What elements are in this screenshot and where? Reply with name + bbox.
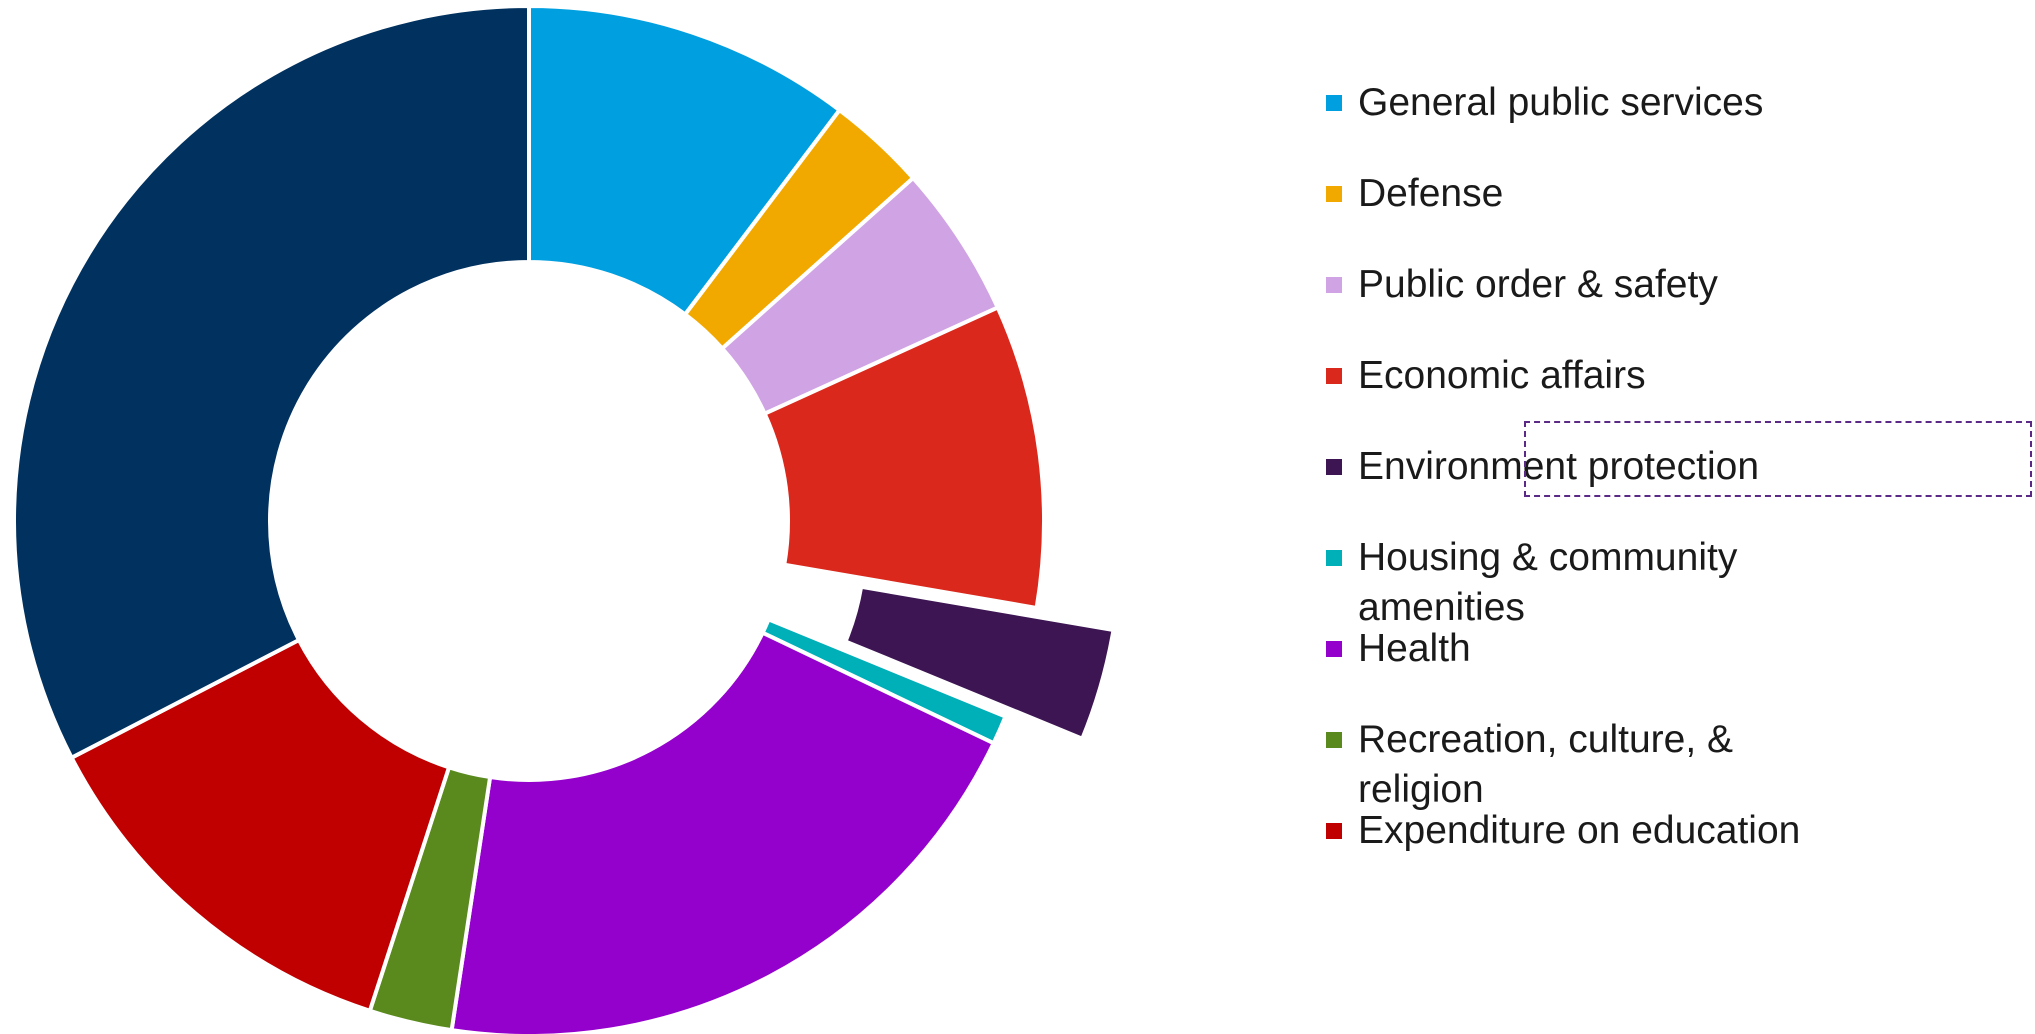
donut-slice-economic-affairs <box>762 305 1046 610</box>
legend-label: General public services <box>1358 81 1764 124</box>
legend-swatch <box>1326 368 1342 384</box>
legend-swatch <box>1326 641 1342 657</box>
legend-label: Defense <box>1358 172 1504 215</box>
legend-swatch <box>1326 95 1342 111</box>
donut-slice-general-public-services <box>527 4 842 317</box>
donut-slice-expenditure-on-education <box>69 638 451 1013</box>
legend-swatch <box>1326 459 1342 475</box>
donut-slice-environment-protection <box>843 584 1116 741</box>
legend-label: Public order & safety <box>1358 263 1718 306</box>
highlight-callout-box <box>1524 421 2032 497</box>
donut-slice-health <box>449 630 996 1034</box>
legend-label: Recreation, culture, & religion <box>1358 718 1734 811</box>
legend-swatch <box>1326 550 1342 566</box>
legend-swatch <box>1326 186 1342 202</box>
legend-swatch <box>1326 823 1342 839</box>
legend-label: Environment protection <box>1358 445 1760 488</box>
legend-label: Health <box>1358 627 1471 670</box>
legend-swatch <box>1326 732 1342 748</box>
donut-chart <box>12 4 1116 1034</box>
donut-slice-social-protection <box>12 4 531 760</box>
legend-label: Expenditure on education <box>1358 809 1801 852</box>
legend-label: Housing & community amenities <box>1358 536 1738 629</box>
legend-label: Economic affairs <box>1358 354 1646 397</box>
legend-swatch <box>1326 277 1342 293</box>
